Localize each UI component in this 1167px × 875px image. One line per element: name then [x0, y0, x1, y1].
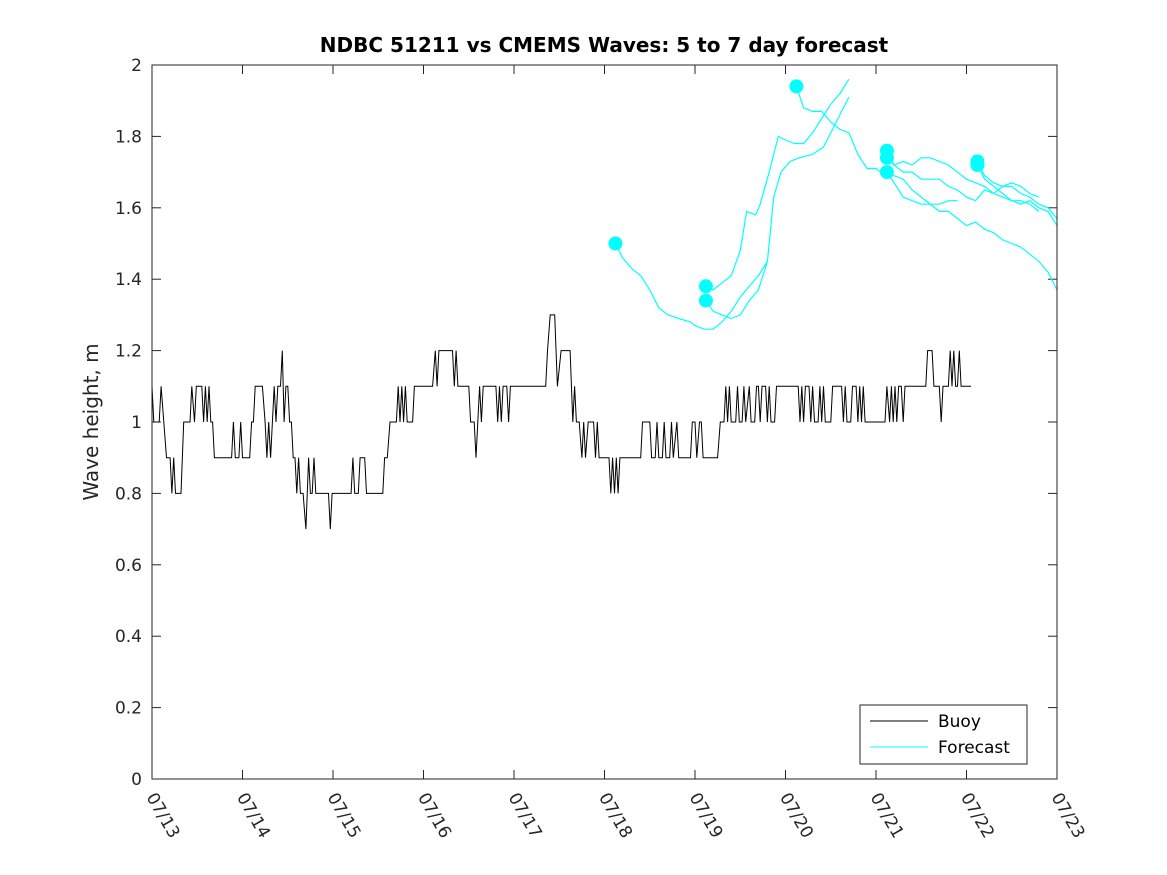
legend-label-buoy: Buoy [938, 712, 981, 732]
plot-series [152, 78, 1057, 530]
y-tick-label: 0.2 [115, 699, 142, 719]
buoy-line [152, 314, 971, 530]
forecast-line [886, 157, 1040, 202]
forecast-line [976, 161, 1057, 220]
legend: Buoy Forecast [859, 704, 1028, 765]
plot-frame [151, 64, 1058, 780]
forecast-line [976, 164, 1057, 227]
y-tick-label: 0.4 [115, 627, 142, 647]
legend-box [859, 704, 1028, 765]
y-tick-label: 1.2 [115, 342, 142, 362]
forecast-start-marker [698, 293, 713, 308]
y-tick-label: 1.6 [115, 199, 142, 219]
chart-title: NDBC 51211 vs CMEMS Waves: 5 to 7 day fo… [320, 33, 889, 57]
y-tick-label: 1.8 [115, 127, 142, 147]
forecast-start-marker [879, 150, 894, 165]
legend-label-forecast: Forecast [938, 738, 1010, 758]
forecast-start-marker [698, 279, 713, 294]
forecast-start-marker [879, 165, 894, 180]
forecast-line [886, 171, 958, 205]
forecast-start-marker [970, 158, 985, 172]
y-axis-label: Wave height, m [79, 343, 103, 500]
forecast-start-marker [608, 236, 623, 251]
y-tick-label: 0.6 [115, 556, 142, 576]
forecast-line [614, 243, 768, 330]
y-tick-label: 2 [131, 56, 142, 76]
y-axis: 0 0.2 0.4 0.6 0.8 1 1.2 1.4 1.6 1.8 2 [115, 56, 1057, 790]
y-tick-label: 1 [131, 413, 142, 433]
forecast-line [705, 96, 850, 320]
forecast-line [705, 78, 850, 291]
forecast-line [795, 86, 1057, 291]
y-tick-label: 1.4 [115, 270, 142, 290]
forecast-start-marker [789, 79, 804, 94]
y-tick-label: 0.8 [115, 484, 142, 504]
y-tick-label: 0 [131, 770, 142, 790]
